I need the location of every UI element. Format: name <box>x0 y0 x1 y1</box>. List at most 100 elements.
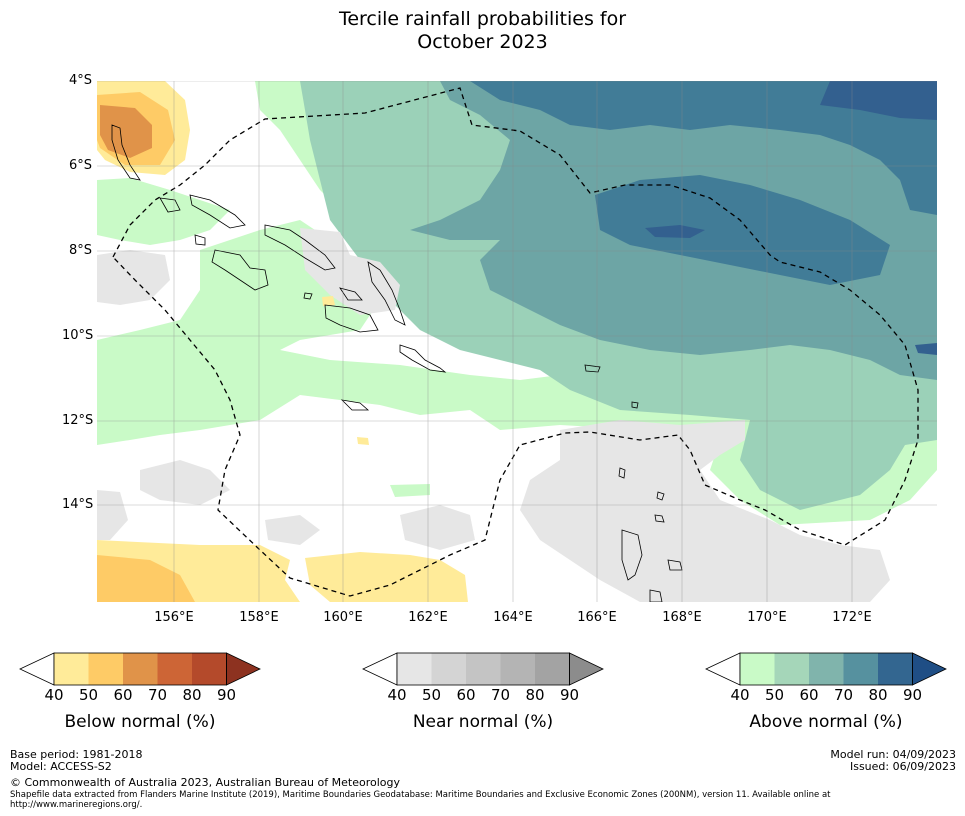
lon-label-172e: 172°E <box>832 610 872 625</box>
near-normal-40-50-solomon-patch <box>300 228 400 315</box>
lat-label-8s: 8°S <box>68 243 92 258</box>
near-normal-40-50-small-patch <box>265 515 320 545</box>
colorbar-near-tick-50: 50 <box>421 686 442 704</box>
colorbar-above-segment-5 <box>878 653 913 685</box>
lon-label-156e: 156°E <box>154 610 194 625</box>
small-island-b <box>339 287 363 301</box>
colorbar-below-high-arrow <box>226 653 260 685</box>
near-normal-40-50-west-patch <box>97 250 170 305</box>
colorbar-above-segment-4 <box>843 653 878 685</box>
colorbar-below-tick-50: 50 <box>78 686 99 704</box>
colorbar-below-normal <box>19 652 261 686</box>
colorbar-near-tick-40: 40 <box>387 686 407 704</box>
lon-label-170e: 170°E <box>747 610 787 625</box>
makira-island <box>399 344 447 373</box>
lon-label-168e: 168°E <box>662 610 702 625</box>
espiritu-santo-island <box>621 529 643 581</box>
rennell-island <box>340 399 370 411</box>
below-normal-40-50-small-patch-a <box>357 437 369 445</box>
near-normal-40-50-south-central-patch <box>520 420 890 602</box>
colorbar-below-tick-40: 40 <box>44 686 64 704</box>
bougainville-island <box>111 124 141 181</box>
above-normal-70-80-central-blob <box>595 175 890 285</box>
lat-label-14s: 14°S <box>62 497 94 512</box>
above-normal-80-90-central-patch <box>645 225 705 238</box>
malaita-island <box>367 261 406 326</box>
colorbar-below-segment-1 <box>54 653 89 685</box>
near-normal-40-50-southwest-patch <box>140 460 230 505</box>
colorbar-above-title: Above normal (%) <box>749 712 903 732</box>
lat-label-6s: 6°S <box>68 158 92 173</box>
below-normal-40-50-south-patch <box>305 552 468 602</box>
above-normal-40-50-west-patch <box>97 178 230 245</box>
colorbar-below-segment-2 <box>88 653 123 685</box>
near-normal-40-50-west-edge-patch <box>97 490 128 540</box>
footer-issued: Issued: 06/09/2023 <box>849 760 956 773</box>
vanua-lava-island <box>618 467 626 479</box>
footer-copyright: © Commonwealth of Australia 2023, Austra… <box>10 776 400 789</box>
above-normal-80-90-northeast-patch <box>820 81 937 120</box>
map-title-line1: Tercile rainfall probabilities for <box>338 8 627 30</box>
colorbar-near-segment-5 <box>535 653 570 685</box>
small-island-d <box>631 401 639 409</box>
colorbar-below-segment-5 <box>192 653 227 685</box>
footer-shapefile-line1: Shapefile data extracted from Flanders M… <box>10 790 831 800</box>
colorbar-near-high-arrow <box>569 653 603 685</box>
footer-shapefile-line2: http://www.marineregions.org/. <box>10 800 143 810</box>
santa-cruz-island <box>584 364 601 373</box>
map-layers <box>97 81 937 602</box>
footer-model: Model: ACCESS-S2 <box>10 760 112 773</box>
santa-isabel-island <box>264 224 336 271</box>
footer-model-run: Model run: 04/09/2023 <box>830 748 956 761</box>
lon-label-166e: 166°E <box>577 610 617 625</box>
colorbar-above-tick-40: 40 <box>730 686 750 704</box>
colorbar-above-segment-1 <box>740 653 775 685</box>
lat-label-4s: 4°S <box>68 73 92 88</box>
colorbar-near-normal <box>362 652 604 686</box>
above-normal-40-50-south-patch <box>390 484 430 497</box>
colorbar-above-tick-90: 90 <box>902 686 923 704</box>
above-normal-80-90-east-patch <box>915 343 937 355</box>
colorbar-near-tick-90: 90 <box>559 686 580 704</box>
colorbar-near-low-arrow <box>362 652 398 686</box>
map-title-line2: October 2023 <box>417 31 548 53</box>
erromango-island <box>649 589 663 602</box>
malekula-island <box>654 514 665 523</box>
lon-label-160e: 160°E <box>323 610 363 625</box>
colorbar-above-segment-2 <box>774 653 809 685</box>
colorbar-above-high-arrow <box>912 653 946 685</box>
new-ireland-island <box>159 197 181 213</box>
colorbar-near-segment-2 <box>431 653 466 685</box>
colorbar-near-segment-1 <box>397 653 432 685</box>
colorbar-below-segment-4 <box>157 653 192 685</box>
colorbar-near-tick-60: 60 <box>456 686 476 704</box>
lat-label-12s: 12°S <box>62 413 94 428</box>
footer-base-period: Base period: 1981-2018 <box>10 748 143 761</box>
colorbar-below-tick-80: 80 <box>182 686 202 704</box>
lon-label-158e: 158°E <box>239 610 279 625</box>
colorbar-near-tick-80: 80 <box>525 686 545 704</box>
lat-label-10s: 10°S <box>62 328 94 343</box>
colorbar-above-low-arrow <box>705 652 741 686</box>
colorbar-near-title: Near normal (%) <box>412 712 554 732</box>
colorbar-below-tick-60: 60 <box>113 686 133 704</box>
above-normal-70-80-region <box>470 81 937 215</box>
colorbar-below-title: Below normal (%) <box>64 712 216 732</box>
below-normal-60-70-northwest-patch <box>100 105 152 158</box>
colorbar-above-tick-70: 70 <box>833 686 854 704</box>
colorbar-near-tick-70: 70 <box>490 686 511 704</box>
lon-label-162e: 162°E <box>408 610 448 625</box>
guadalcanal-island <box>324 304 379 333</box>
colorbar-above-normal <box>705 652 947 686</box>
colorbar-above-tick-80: 80 <box>868 686 888 704</box>
colorbar-above-tick-60: 60 <box>799 686 819 704</box>
colorbar-above-segment-3 <box>809 653 844 685</box>
colorbar-below-segment-3 <box>123 653 158 685</box>
choiseul-island <box>189 194 246 229</box>
colorbar-below-tick-90: 90 <box>216 686 237 704</box>
graticule <box>97 81 937 602</box>
coastlines <box>111 124 683 602</box>
colorbar-below-tick-70: 70 <box>147 686 168 704</box>
below-normal-50-60-southwest-patch <box>97 555 195 602</box>
